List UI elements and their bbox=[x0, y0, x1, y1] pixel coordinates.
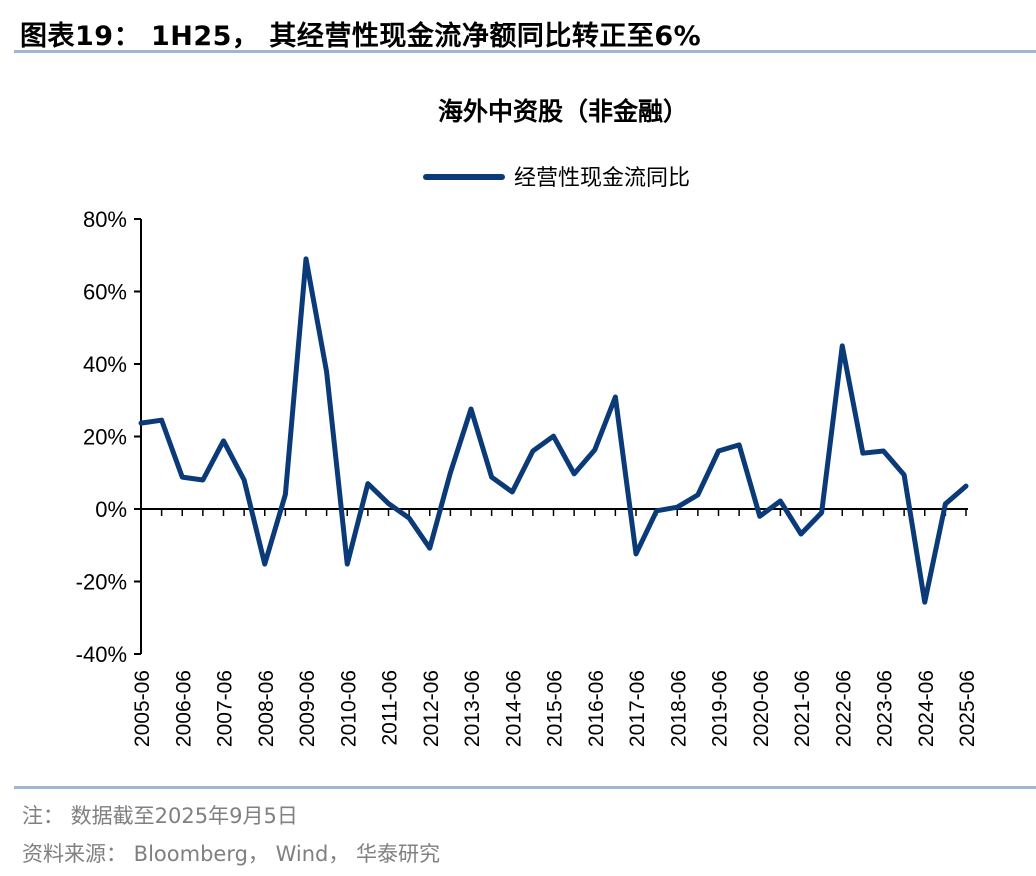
y-tick-label: 80% bbox=[83, 207, 127, 232]
x-tick-label: 2019-06 bbox=[709, 670, 732, 747]
chart-title: 海外中资股（非金融） bbox=[437, 97, 688, 126]
x-tick-label: 2025-06 bbox=[956, 670, 979, 747]
x-tick-label: 2005-06 bbox=[131, 670, 154, 747]
x-tick-label: 2015-06 bbox=[544, 670, 567, 747]
x-tick-label: 2008-06 bbox=[255, 670, 278, 747]
line-chart: 经营性现金流同比 80% 60% 40% 20% 0% -20% -40%2005-06 20… bbox=[76, 166, 979, 747]
x-tick-label: 2006-06 bbox=[172, 670, 195, 747]
x-tick-label: 2018-06 bbox=[667, 670, 690, 747]
legend-label: 经营性现金流同比 bbox=[514, 166, 690, 191]
y-tick-label: 60% bbox=[83, 280, 127, 305]
y-tick-label: 40% bbox=[83, 352, 127, 377]
x-tick-label: 2024-06 bbox=[915, 670, 938, 747]
x-tick-label: 2014-06 bbox=[502, 670, 525, 747]
x-tick-label: 2013-06 bbox=[461, 670, 484, 747]
note-text: 注： 数据截至2025年9月5日 bbox=[22, 804, 298, 828]
bottom-divider bbox=[14, 786, 1036, 789]
x-tick-label: 2023-06 bbox=[874, 670, 897, 747]
y-tick-label: 20% bbox=[83, 425, 127, 450]
x-tick-label: 2011-06 bbox=[379, 670, 402, 746]
x-tick-label: 2007-06 bbox=[214, 670, 237, 747]
series-line bbox=[138, 256, 969, 605]
x-tick-label: 2020-06 bbox=[750, 670, 773, 747]
x-tick-label: 2022-06 bbox=[832, 670, 855, 747]
x-tick-label: 2021-06 bbox=[791, 670, 814, 747]
x-tick-label: 2016-06 bbox=[585, 670, 608, 747]
figure-title: 图表19： 1H25， 其经营性现金流净额同比转正至6% bbox=[20, 21, 702, 52]
x-tick-label: 2017-06 bbox=[626, 670, 649, 747]
x-tick-label: 2010-06 bbox=[337, 670, 360, 747]
y-tick-label: -40% bbox=[76, 642, 127, 667]
legend: 经营性现金流同比 bbox=[423, 166, 690, 191]
y-tick-label: 0% bbox=[95, 497, 127, 522]
y-tick-label: -20% bbox=[76, 570, 127, 595]
source-text: 资料来源： Bloomberg， Wind， 华泰研究 bbox=[22, 842, 441, 866]
x-tick-label: 2012-06 bbox=[420, 670, 443, 747]
x-tick-label: 2009-06 bbox=[296, 670, 319, 747]
top-divider bbox=[14, 50, 1036, 53]
